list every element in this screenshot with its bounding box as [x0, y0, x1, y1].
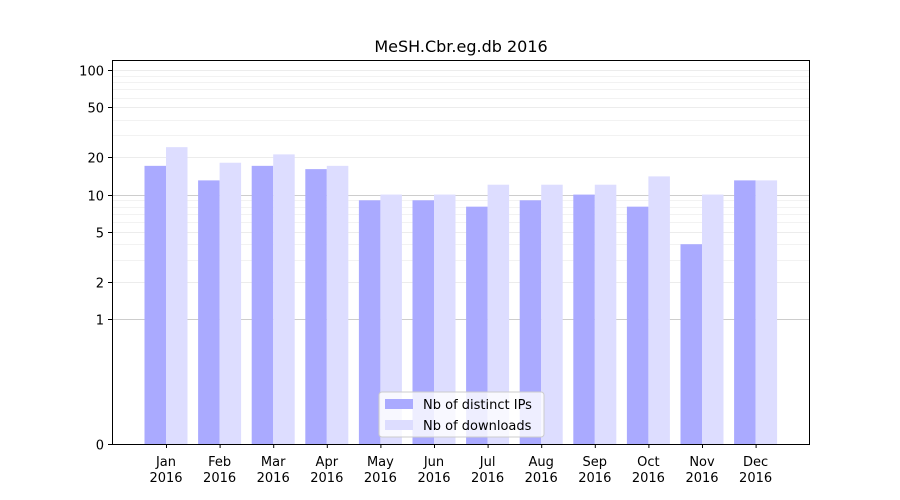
y-axis: 0 1 2 5 10 20 50 100: [79, 65, 112, 454]
x-tick-label-month: Jan: [155, 455, 176, 470]
bar-downloads: [219, 162, 242, 444]
bar-downloads: [648, 176, 670, 444]
legend-label: Nb of downloads: [423, 419, 532, 434]
x-tick-label-year: 2016: [149, 471, 182, 486]
y-tick-label: 2: [96, 277, 104, 292]
bar-distinct-ips: [251, 165, 274, 444]
legend: Nb of distinct IPs Nb of downloads: [378, 391, 545, 438]
plot-frame: [112, 60, 810, 445]
bar-downloads: [487, 184, 510, 444]
y-tick-label: 50: [87, 102, 104, 117]
x-tick-label-year: 2016: [471, 471, 504, 486]
bar-downloads: [434, 194, 456, 444]
x-tick-label-year: 2016: [739, 471, 772, 486]
x-tick-label-month: Jun: [423, 455, 444, 470]
y-tick-label: 0: [96, 439, 104, 454]
x-tick-label-month: Apr: [316, 455, 339, 470]
x-axis: Jan2016Feb2016Mar2016Apr2016May2016Jun20…: [149, 444, 772, 486]
bar-distinct-ips: [573, 194, 595, 444]
y-tick-label: 10: [87, 190, 104, 205]
x-tick-label-month: Nov: [689, 455, 715, 470]
x-tick-label-year: 2016: [257, 471, 290, 486]
bar-distinct-ips: [734, 180, 756, 444]
x-tick-label-month: Sep: [583, 455, 608, 470]
y-tick-label: 20: [87, 152, 104, 167]
legend-label: Nb of distinct IPs: [423, 398, 532, 413]
bar-downloads: [541, 184, 563, 444]
bar-distinct-ips: [680, 244, 702, 444]
x-tick-label-month: Jul: [479, 455, 496, 470]
x-tick-label-month: May: [367, 455, 394, 470]
x-tick-label-year: 2016: [632, 471, 665, 486]
bar-downloads: [380, 194, 402, 444]
y-tick-label: 1: [96, 314, 104, 329]
x-tick-label-year: 2016: [525, 471, 558, 486]
x-tick-label-month: Oct: [637, 455, 659, 470]
x-tick-label-year: 2016: [203, 471, 236, 486]
x-tick-label-month: Aug: [529, 455, 554, 470]
x-tick-label-month: Mar: [261, 455, 286, 470]
y-tick-label: 5: [96, 227, 104, 242]
bar-distinct-ips: [412, 200, 434, 444]
x-tick-label-year: 2016: [364, 471, 397, 486]
x-tick-label-year: 2016: [310, 471, 343, 486]
bar-distinct-ips: [466, 206, 488, 444]
bar-distinct-ips: [358, 200, 381, 444]
x-tick-label-year: 2016: [685, 471, 718, 486]
x-tick-label-month: Feb: [208, 455, 231, 470]
legend-swatch: [385, 420, 413, 430]
chart-title: MeSH.Cbr.eg.db 2016: [374, 37, 547, 56]
bar-distinct-ips: [305, 169, 327, 444]
bar-downloads: [755, 180, 778, 444]
bar-downloads: [166, 147, 188, 444]
bar-downloads: [594, 184, 617, 444]
bar-distinct-ips: [519, 200, 542, 444]
bar-distinct-ips: [198, 180, 220, 444]
x-tick-label-year: 2016: [417, 471, 450, 486]
x-tick-label-month: Dec: [743, 455, 768, 470]
bar-downloads: [326, 165, 349, 444]
x-tick-label-year: 2016: [578, 471, 611, 486]
y-tick-label: 100: [79, 65, 104, 80]
bar-downloads: [273, 154, 295, 444]
legend-swatch: [385, 399, 413, 409]
legend-box: [378, 391, 545, 438]
bars: [144, 147, 778, 444]
bar-distinct-ips: [626, 206, 649, 444]
bar-distinct-ips: [144, 165, 166, 444]
bar-downloads: [702, 194, 724, 444]
